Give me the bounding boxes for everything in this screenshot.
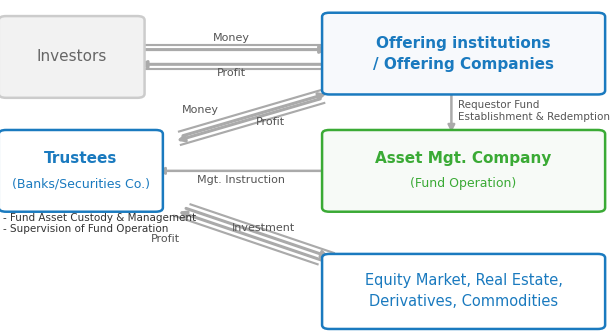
FancyBboxPatch shape — [0, 130, 163, 212]
Text: Equity Market, Real Estate,
Derivatives, Commodities: Equity Market, Real Estate, Derivatives,… — [365, 273, 562, 310]
FancyBboxPatch shape — [0, 16, 145, 98]
Text: Investment: Investment — [232, 223, 295, 233]
Text: Mgt. Instruction: Mgt. Instruction — [197, 175, 285, 185]
Text: Money: Money — [181, 105, 218, 115]
Text: - Fund Asset Custody & Management
- Supervision of Fund Operation: - Fund Asset Custody & Management - Supe… — [3, 213, 196, 234]
Text: Investors: Investors — [37, 50, 107, 64]
Text: Money: Money — [214, 32, 250, 43]
Text: (Fund Operation): (Fund Operation) — [411, 177, 517, 190]
Text: Asset Mgt. Company: Asset Mgt. Company — [375, 151, 552, 165]
Text: Requestor Fund
Establishment & Redemption: Requestor Fund Establishment & Redemptio… — [458, 100, 609, 122]
Text: Trustees: Trustees — [44, 151, 118, 165]
FancyBboxPatch shape — [322, 13, 605, 94]
Text: (Banks/Securities Co.): (Banks/Securities Co.) — [12, 177, 150, 190]
Text: Profit: Profit — [151, 233, 180, 244]
Text: Profit: Profit — [256, 117, 285, 127]
FancyBboxPatch shape — [322, 254, 605, 329]
Text: Offering institutions
/ Offering Companies: Offering institutions / Offering Compani… — [373, 36, 554, 72]
Text: Profit: Profit — [217, 68, 246, 78]
FancyBboxPatch shape — [322, 130, 605, 212]
